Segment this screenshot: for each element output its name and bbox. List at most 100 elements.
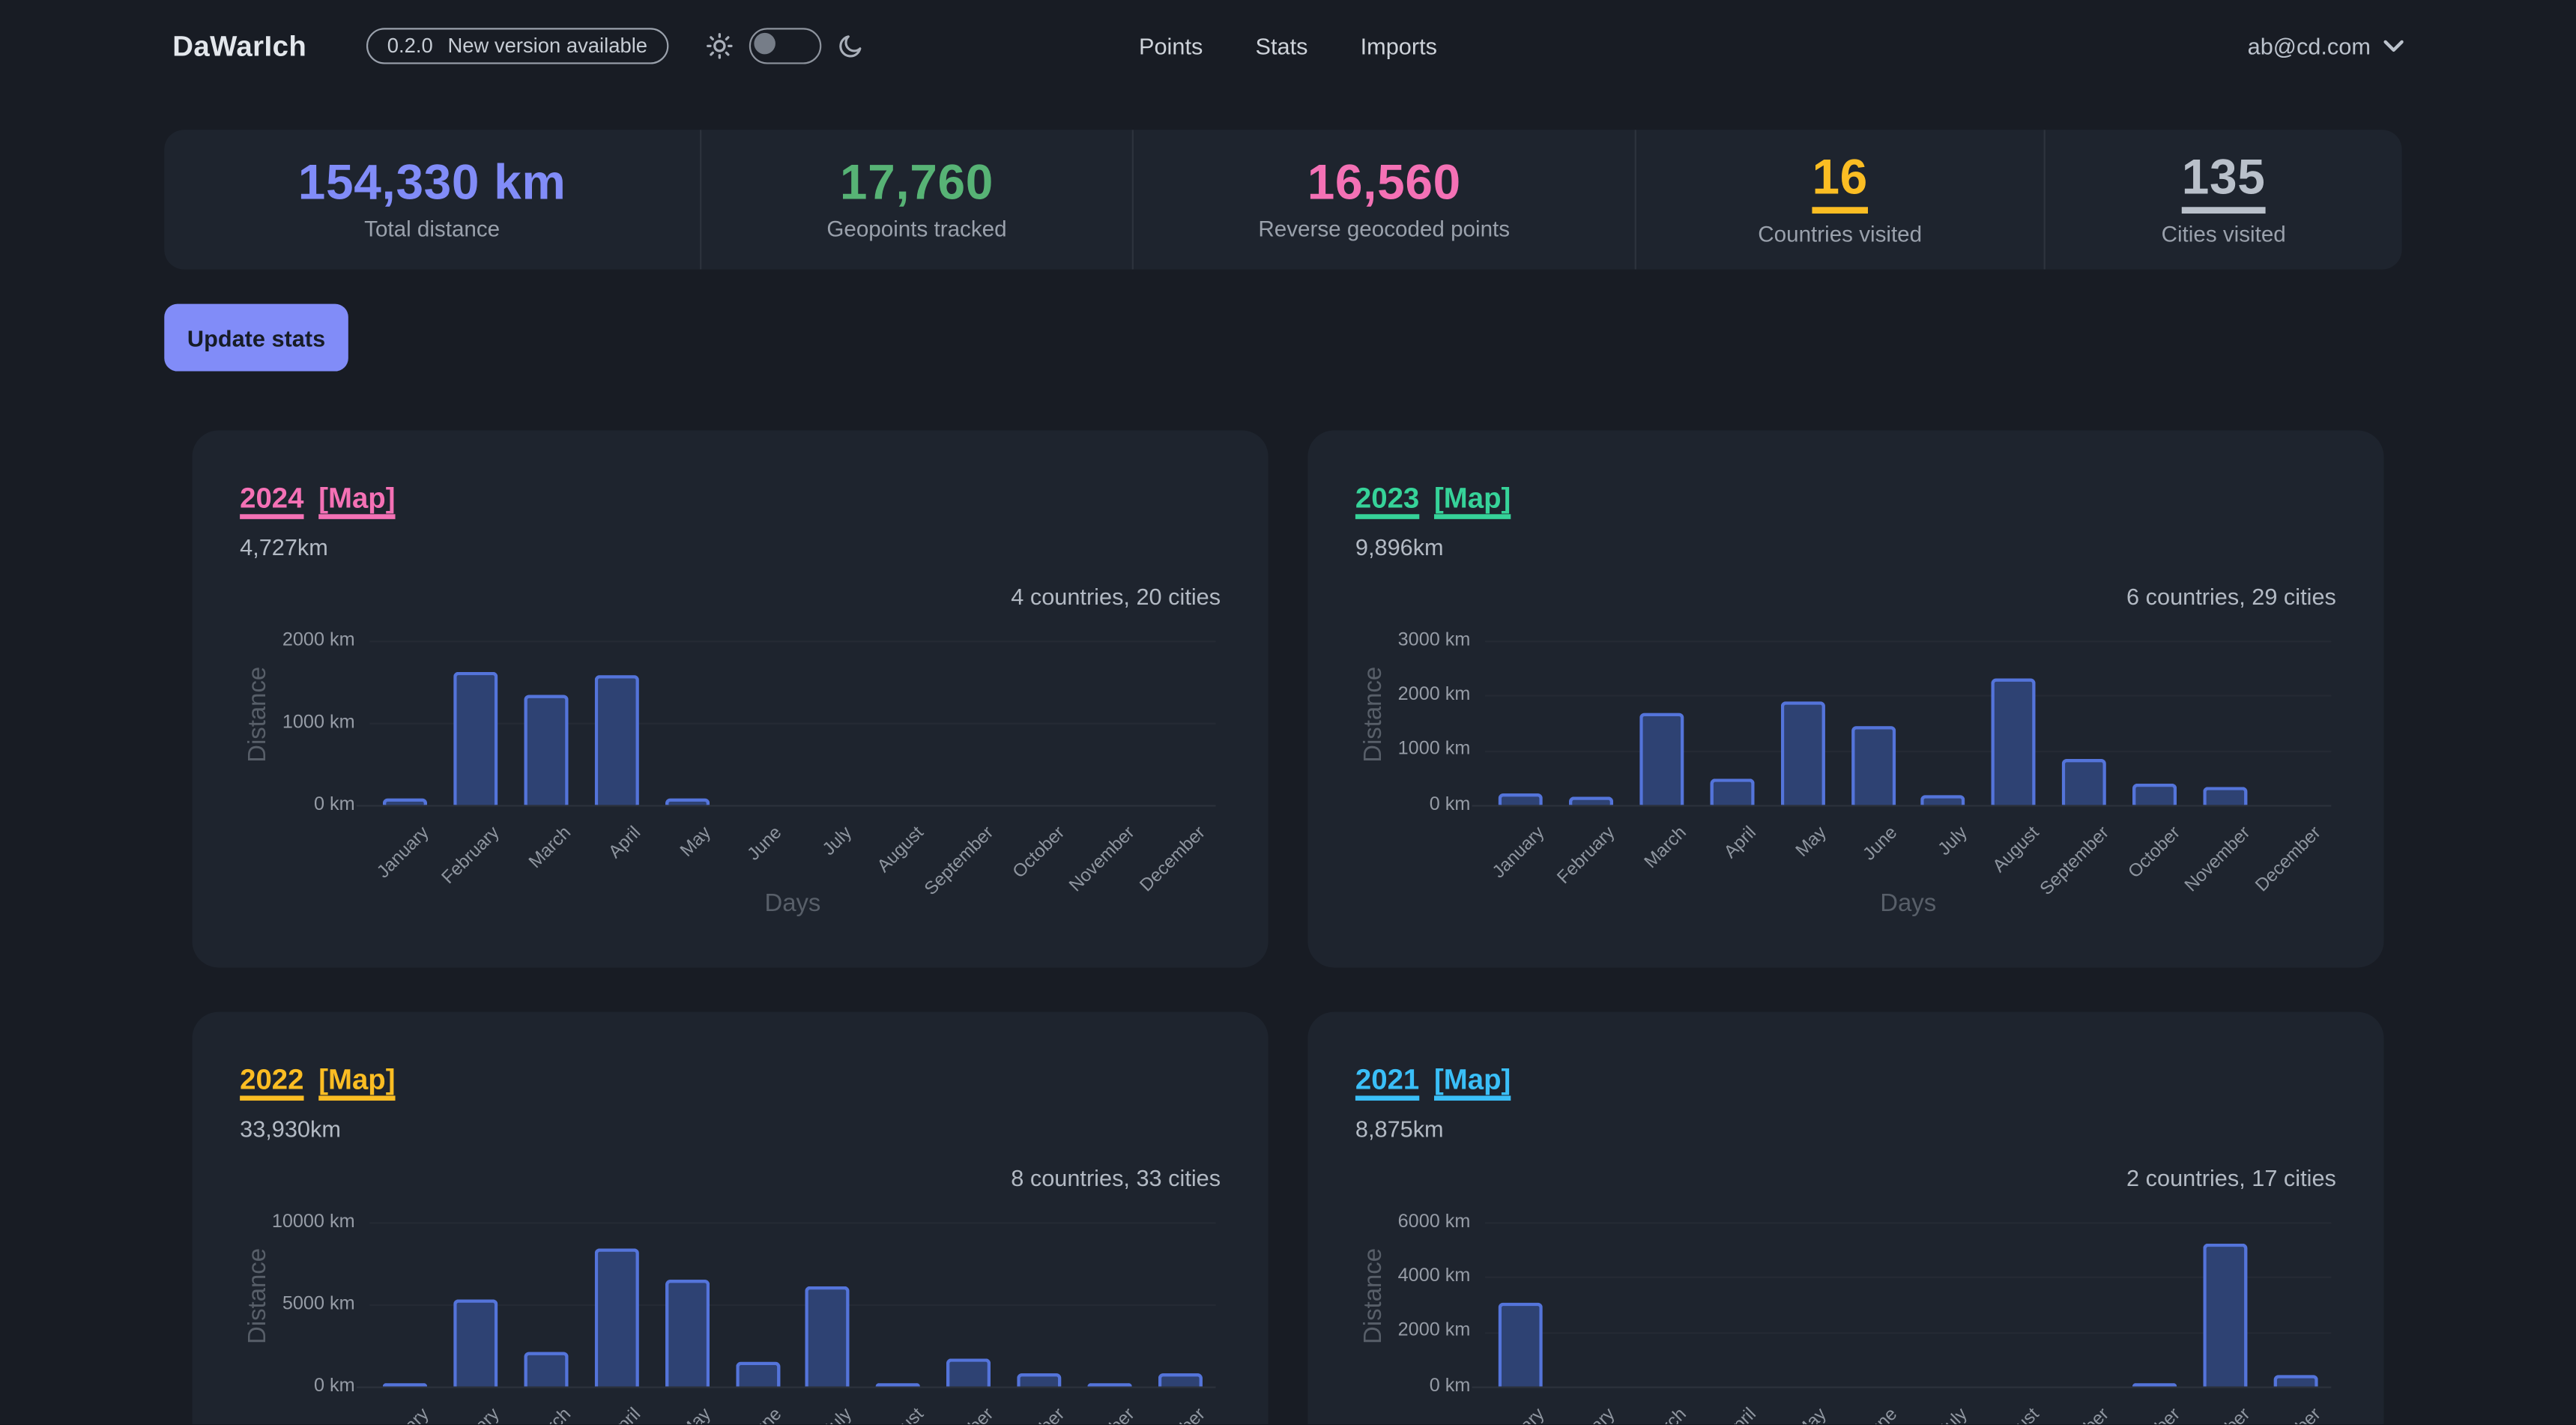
x-tick-label-May: May [1793,823,1831,862]
app-logo[interactable]: DaWarIch [172,28,307,62]
y-tick-label: 1000 km [282,712,355,732]
x-axis-baseline [356,1386,1216,1388]
x-tick-label-April: April [605,823,646,863]
x-tick-label-October: October [1009,1405,1068,1424]
x-tick-label-November: November [1065,823,1139,896]
main-nav: Points Stats Imports [1139,0,1437,92]
year-link-2023[interactable]: 2023 [1355,481,1420,515]
x-tick-label-September: September [921,823,998,900]
year-link-2024[interactable]: 2024 [240,481,304,515]
y-axis-title: Distance [244,666,272,763]
y-axis-title: Distance [1359,666,1388,763]
gridline-10000 [369,1222,1215,1223]
x-tick-label-December: December [2252,1405,2324,1424]
stat-reverse-geocoded-label: Reverse geocoded points [1258,216,1511,241]
gridline-1000 [1485,750,2331,751]
gridline-6000 [1485,1222,2331,1223]
stats-summary-panel: 154,330 km Total distance 17,760 Geopoin… [164,130,2402,270]
x-axis-title: Days [764,889,821,918]
distance-chart-2021: 0 km 2000 km 4000 km 6000 km January February… [1307,1012,2383,1424]
x-tick-label-February: February [1554,823,1620,889]
bar-January [1498,793,1543,805]
x-tick-label-March: March [1641,1405,1690,1424]
year-countries-cities: 6 countries, 29 cities [2126,583,2336,610]
theme-switcher [705,28,865,64]
year-countries-cities: 4 countries, 20 cities [1011,583,1221,610]
x-tick-label-July: July [820,823,857,860]
x-tick-label-January: January [1490,1405,1549,1424]
version-badge[interactable]: 0.2.0 New version available [366,28,669,64]
nav-link-points[interactable]: Points [1139,32,1203,59]
x-tick-label-February: February [438,823,504,889]
x-tick-label-February: February [1555,1405,1620,1424]
x-tick-label-June: June [745,1405,787,1424]
navbar: DaWarIch 0.2.0 New version available [0,0,2576,92]
x-tick-label-September: September [2037,1405,2113,1424]
x-tick-label-July: July [820,1404,857,1424]
x-tick-label-January: January [374,1405,433,1424]
year-distance: 8,875km [1355,1115,1444,1142]
map-link-2022[interactable]: [Map] [318,1062,396,1096]
bar-May [1780,701,1825,805]
bar-August [1992,679,2037,805]
map-link-2021[interactable]: [Map] [1434,1062,1511,1096]
x-tick-label-October: October [2124,1405,2183,1424]
bar-April [594,1248,639,1387]
distance-chart-2023: 0 km 1000 km 2000 km 3000 km January February… [1307,430,2383,967]
x-tick-label-April: April [605,1405,645,1424]
bar-September [946,1358,991,1387]
nav-link-stats[interactable]: Stats [1255,32,1308,59]
y-tick-label: 0 km [1429,1376,1471,1396]
x-tick-label-March: March [524,823,575,873]
year-card-header: 2022 [Map] [240,1063,395,1098]
sun-icon [705,31,734,61]
y-axis-title: Distance [244,1247,272,1344]
bar-September [2062,758,2107,805]
y-tick-label: 1000 km [1397,739,1471,760]
map-link-2024[interactable]: [Map] [318,481,396,515]
gridline-2000 [369,641,1215,642]
bar-December [2273,1374,2318,1387]
year-link-2022[interactable]: 2022 [240,1062,304,1096]
bar-April [594,674,639,805]
year-link-2021[interactable]: 2021 [1355,1062,1420,1096]
x-tick-label-August: August [873,823,928,877]
stat-total-distance: 154,330 km Total distance [164,130,700,269]
bar-January [382,798,427,805]
x-tick-label-December: December [2252,823,2325,896]
update-stats-button[interactable]: Update stats [164,303,348,372]
chevron-down-icon [2383,40,2404,53]
stat-geopoints: 17,760 Geopoints tracked [700,130,1132,270]
x-tick-label-September: September [2037,823,2114,900]
bar-February [1568,796,1613,805]
x-tick-label-January: January [374,823,434,883]
y-tick-label: 4000 km [1397,1266,1471,1286]
year-countries-cities: 8 countries, 33 cities [1011,1164,1221,1191]
bar-November [1087,1382,1132,1387]
year-card-2021: 2021 [Map] 8,875km 2 countries, 17 citie… [1307,1011,2384,1424]
stat-countries-visited-value[interactable]: 16 [1812,153,1868,213]
stat-cities-visited-value[interactable]: 135 [2181,153,2266,213]
x-tick-label-August: August [1989,823,2043,877]
year-card-header: 2023 [Map] [1355,481,1511,515]
y-tick-label: 0 km [313,1376,355,1396]
theme-toggle[interactable] [749,28,822,64]
bar-March [523,1352,569,1387]
x-tick-label-July: July [1935,1404,1973,1424]
x-tick-label-September: September [921,1405,997,1424]
bar-October [2132,1382,2177,1387]
y-tick-label: 10000 km [271,1211,355,1232]
user-menu[interactable]: ab@cd.com [2248,33,2404,59]
gridline-3000 [1485,641,2331,642]
stat-countries-visited-label: Countries visited [1758,220,1923,246]
year-distance: 33,930km [240,1115,341,1142]
x-tick-label-August: August [1989,1405,2043,1424]
bar-February [453,1299,498,1387]
version-number: 0.2.0 [387,34,433,58]
stat-total-distance-label: Total distance [364,216,501,241]
x-tick-label-May: May [677,823,716,862]
map-link-2023[interactable]: [Map] [1434,481,1511,515]
nav-link-imports[interactable]: Imports [1360,32,1437,59]
x-tick-label-October: October [2124,823,2184,883]
bar-May [665,797,710,805]
